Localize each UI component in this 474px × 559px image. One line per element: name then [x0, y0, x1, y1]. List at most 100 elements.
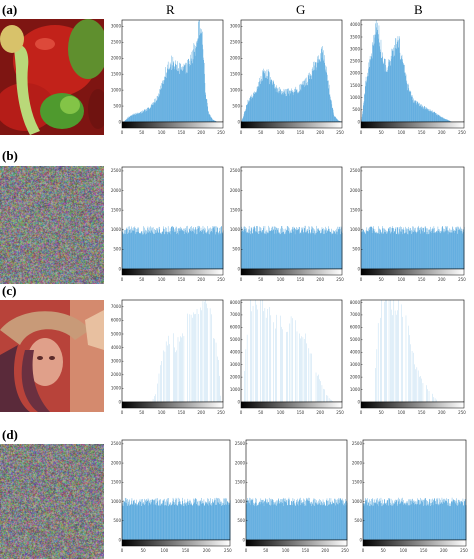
histogram-a-g: 0 500 1000 1500 2000 2500 3000 0 50 100 150 200 250: [230, 18, 344, 140]
x-tick-label: 150: [420, 548, 428, 553]
y-tick-label: 0: [357, 266, 360, 271]
y-tick-label: 7000: [111, 304, 122, 309]
y-tick-label: 6000: [111, 318, 122, 323]
y-tick-label: 8000: [230, 300, 241, 305]
x-tick-label: 100: [398, 410, 406, 415]
y-tick-label: 2000: [350, 71, 361, 76]
y-tick-label: 1500: [230, 71, 241, 76]
y-tick-label: 2000: [111, 460, 122, 465]
y-tick-label: 2000: [350, 188, 361, 193]
y-tick-label: 1500: [235, 480, 246, 485]
histogram-bars: [363, 497, 467, 540]
histogram-bars: [122, 225, 224, 269]
x-tick-label: 100: [277, 130, 285, 135]
y-tick-label: 2500: [350, 168, 361, 173]
y-tick-label: 2500: [230, 40, 241, 45]
column-header-b: B: [414, 2, 423, 17]
grayscale-colorbar: [240, 121, 343, 129]
y-tick-label: 2500: [111, 441, 122, 446]
y-tick-label: 1500: [111, 71, 122, 76]
x-tick-label: 100: [158, 130, 166, 135]
y-tick-label: 0: [118, 399, 121, 404]
y-tick-label: 500: [352, 247, 360, 252]
row-label-c: (c): [2, 283, 17, 298]
x-tick-label: 100: [277, 277, 285, 282]
y-tick-label: 1000: [111, 386, 122, 391]
grayscale-colorbar: [240, 401, 343, 409]
histogram-b-b: 0 500 1000 1500 2000 2500 0 50 100 150 200 250: [350, 165, 466, 287]
histogram-d-g: 0 500 1000 1500 2000 2500 0 50 100 150 200 250: [235, 438, 349, 558]
y-tick-label: 8000: [350, 300, 361, 305]
x-tick-label: 200: [438, 130, 446, 135]
x-tick-label: 50: [258, 130, 264, 135]
y-tick-label: 1000: [111, 499, 122, 504]
x-tick-label: 250: [341, 548, 349, 553]
y-tick-label: 2000: [111, 188, 122, 193]
y-tick-label: 1500: [111, 480, 122, 485]
x-tick-label: 50: [258, 410, 264, 415]
x-tick-label: 250: [458, 277, 466, 282]
x-tick-label: 200: [197, 410, 205, 415]
y-tick-label: 6000: [230, 325, 241, 330]
y-tick-label: 6000: [350, 325, 361, 330]
x-tick-label: 250: [336, 410, 344, 415]
y-tick-label: 7000: [230, 312, 241, 317]
histogram-bars: [361, 20, 452, 123]
x-tick-label: 100: [398, 277, 406, 282]
x-tick-label: 200: [197, 277, 205, 282]
x-tick-label: 0: [121, 410, 124, 415]
y-tick-label: 0: [357, 399, 360, 404]
histogram-a-b: 0 500 1000 1500 2000 2500 3000 3500 4000 0 50 100 15…: [350, 18, 466, 140]
histogram-d-r: 0 500 1000 1500 2000 2500 0 50 100 150 200 250: [111, 438, 232, 558]
x-tick-label: 100: [398, 130, 406, 135]
histogram-a-r: 0 500 1000 1500 2000 2500 3000 0 50 100 150 200 250: [111, 18, 225, 140]
y-tick-label: 2500: [111, 40, 122, 45]
y-tick-label: 1000: [230, 227, 241, 232]
y-tick-label: 3000: [230, 24, 241, 29]
y-tick-label: 2000: [350, 374, 361, 379]
x-tick-label: 50: [381, 548, 387, 553]
x-tick-label: 0: [362, 548, 365, 553]
plot-frame: [240, 299, 343, 403]
row-label-b: (b): [2, 148, 18, 163]
grayscale-colorbar: [121, 268, 224, 276]
y-tick-label: 1500: [350, 207, 361, 212]
y-tick-label: 4000: [350, 22, 361, 27]
x-tick-label: 200: [321, 548, 329, 553]
histogram-bars: [122, 497, 231, 540]
x-tick-label: 200: [438, 410, 446, 415]
y-tick-label: 5000: [350, 337, 361, 342]
x-tick-label: 100: [400, 548, 408, 553]
x-tick-label: 100: [282, 548, 290, 553]
image-noise-d: [0, 444, 104, 559]
grayscale-colorbar: [362, 539, 467, 547]
x-tick-label: 250: [336, 130, 344, 135]
y-tick-label: 1500: [230, 207, 241, 212]
grayscale-colorbar: [360, 121, 465, 129]
y-tick-label: 3000: [230, 362, 241, 367]
x-tick-label: 200: [197, 130, 205, 135]
histogram-bars: [241, 46, 342, 123]
grayscale-colorbar: [240, 268, 343, 276]
x-tick-label: 150: [297, 277, 305, 282]
grayscale-colorbar: [245, 539, 348, 547]
y-tick-label: 2000: [111, 372, 122, 377]
histogram-bars: [361, 225, 465, 269]
y-tick-label: 2500: [350, 59, 361, 64]
x-tick-label: 0: [360, 130, 363, 135]
y-tick-label: 2000: [235, 460, 246, 465]
x-tick-label: 50: [139, 277, 145, 282]
y-tick-label: 4000: [350, 350, 361, 355]
x-tick-label: 250: [217, 410, 225, 415]
y-tick-label: 0: [357, 119, 360, 124]
y-tick-label: 0: [237, 119, 240, 124]
y-tick-label: 3000: [350, 46, 361, 51]
x-tick-label: 250: [460, 548, 468, 553]
y-tick-label: 7000: [350, 312, 361, 317]
x-tick-label: 50: [263, 548, 269, 553]
y-tick-label: 500: [232, 103, 240, 108]
y-tick-label: 0: [118, 119, 121, 124]
x-tick-label: 200: [440, 548, 448, 553]
x-tick-label: 0: [121, 130, 124, 135]
y-tick-label: 2000: [352, 460, 363, 465]
